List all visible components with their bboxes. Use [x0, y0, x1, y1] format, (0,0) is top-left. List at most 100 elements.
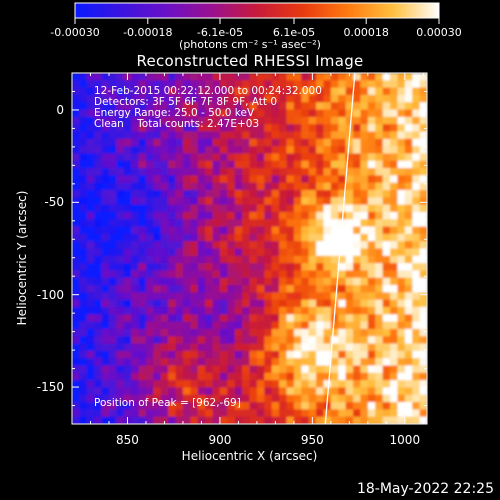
heatmap-cell [145, 138, 154, 147]
heatmap-cell [116, 365, 125, 374]
heatmap-cell [86, 226, 95, 235]
heatmap-cell [345, 233, 354, 242]
heatmap-cell [160, 402, 169, 410]
heatmap-cell [397, 336, 406, 345]
heatmap-cell [168, 336, 177, 345]
heatmap-cell [301, 160, 310, 169]
heatmap-cell [123, 350, 132, 359]
heatmap-cell [160, 168, 169, 176]
heatmap-cell [205, 94, 214, 103]
heatmap-cell [101, 387, 110, 396]
heatmap-cell [367, 394, 376, 403]
heatmap-cell [219, 197, 228, 206]
heatmap-cell [345, 365, 354, 374]
heatmap-cell [108, 409, 117, 418]
heatmap-cell [382, 204, 391, 213]
heatmap-cell [197, 109, 206, 118]
heatmap-cell [264, 131, 273, 140]
heatmap-cell [131, 87, 140, 96]
heatmap-cell [293, 307, 302, 315]
heatmap-cell [323, 336, 332, 345]
heatmap-cell [175, 314, 184, 323]
heatmap-cell [286, 241, 295, 250]
heatmap-cell [360, 124, 369, 133]
heatmap-cell [153, 233, 162, 242]
heatmap-cell [279, 307, 288, 315]
heatmap-cell [153, 160, 162, 169]
heatmap-cell [101, 372, 110, 381]
heatmap-cell [197, 138, 206, 147]
heatmap-cell [382, 211, 391, 220]
heatmap-cell [227, 343, 236, 352]
heatmap-cell [249, 94, 258, 103]
heatmap-cell [397, 255, 406, 264]
heatmap-cell [301, 131, 310, 140]
heatmap-cell [182, 277, 191, 286]
heatmap-cell [138, 314, 147, 323]
heatmap-cell [219, 109, 228, 118]
heatmap-cell [419, 321, 427, 330]
heatmap-cell [286, 80, 295, 89]
heatmap-cell [219, 248, 228, 257]
heatmap-cell [367, 307, 376, 315]
heatmap-cell [419, 102, 427, 111]
heatmap-cell [249, 263, 258, 272]
heatmap-cell [205, 292, 214, 301]
heatmap-cell [197, 365, 206, 374]
heatmap-cell [79, 211, 88, 220]
heatmap-cell [271, 314, 280, 323]
heatmap-cell [316, 197, 325, 206]
heatmap-cell [138, 204, 147, 213]
heatmap-cell [190, 321, 199, 330]
heatmap-cell [419, 211, 427, 220]
heatmap-cell [153, 102, 162, 111]
heatmap-cell [316, 277, 325, 286]
heatmap-cell [256, 138, 265, 147]
heatmap-cell [308, 226, 317, 235]
heatmap-cell [72, 73, 80, 81]
heatmap-cell [123, 94, 132, 103]
heatmap-cell [419, 328, 427, 337]
heatmap-cell [390, 102, 399, 111]
heatmap-cell [227, 394, 236, 403]
heatmap-cell [219, 168, 228, 176]
heatmap-cell [367, 292, 376, 301]
heatmap-cell [308, 138, 317, 147]
heatmap-cell [168, 387, 177, 396]
heatmap-cell [330, 343, 339, 352]
heatmap-cell [86, 131, 95, 140]
heatmap-cell [190, 226, 199, 235]
heatmap-cell [79, 226, 88, 235]
heatmap-cell [153, 343, 162, 352]
heatmap-cell [375, 102, 384, 111]
heatmap-cell [323, 131, 332, 140]
heatmap-cell [367, 255, 376, 264]
heatmap-cell [168, 87, 177, 96]
heatmap-cell [360, 270, 369, 279]
heatmap-cell [249, 277, 258, 286]
heatmap-cell [227, 182, 236, 191]
heatmap-cell [308, 285, 317, 293]
heatmap-cell [175, 182, 184, 191]
heatmap-cell [382, 328, 391, 337]
heatmap-cell [131, 241, 140, 250]
heatmap-cell [116, 87, 125, 96]
heatmap-cell [175, 270, 184, 279]
heatmap-cell [375, 204, 384, 213]
heatmap-cell [160, 124, 169, 133]
heatmap-cell [227, 160, 236, 169]
heatmap-cell [190, 197, 199, 206]
heatmap-cell [168, 175, 177, 184]
heatmap-cell [219, 372, 228, 381]
heatmap-cell [190, 255, 199, 264]
heatmap-cell [293, 175, 302, 184]
heatmap-cell [316, 321, 325, 330]
heatmap-cell [72, 211, 80, 220]
heatmap-cell [219, 190, 228, 198]
heatmap-cell [360, 190, 369, 198]
heatmap-cell [264, 402, 273, 410]
heatmap-cell [138, 197, 147, 206]
heatmap-cell [345, 241, 354, 250]
heatmap-cell [397, 211, 406, 220]
heatmap-cell [168, 160, 177, 169]
